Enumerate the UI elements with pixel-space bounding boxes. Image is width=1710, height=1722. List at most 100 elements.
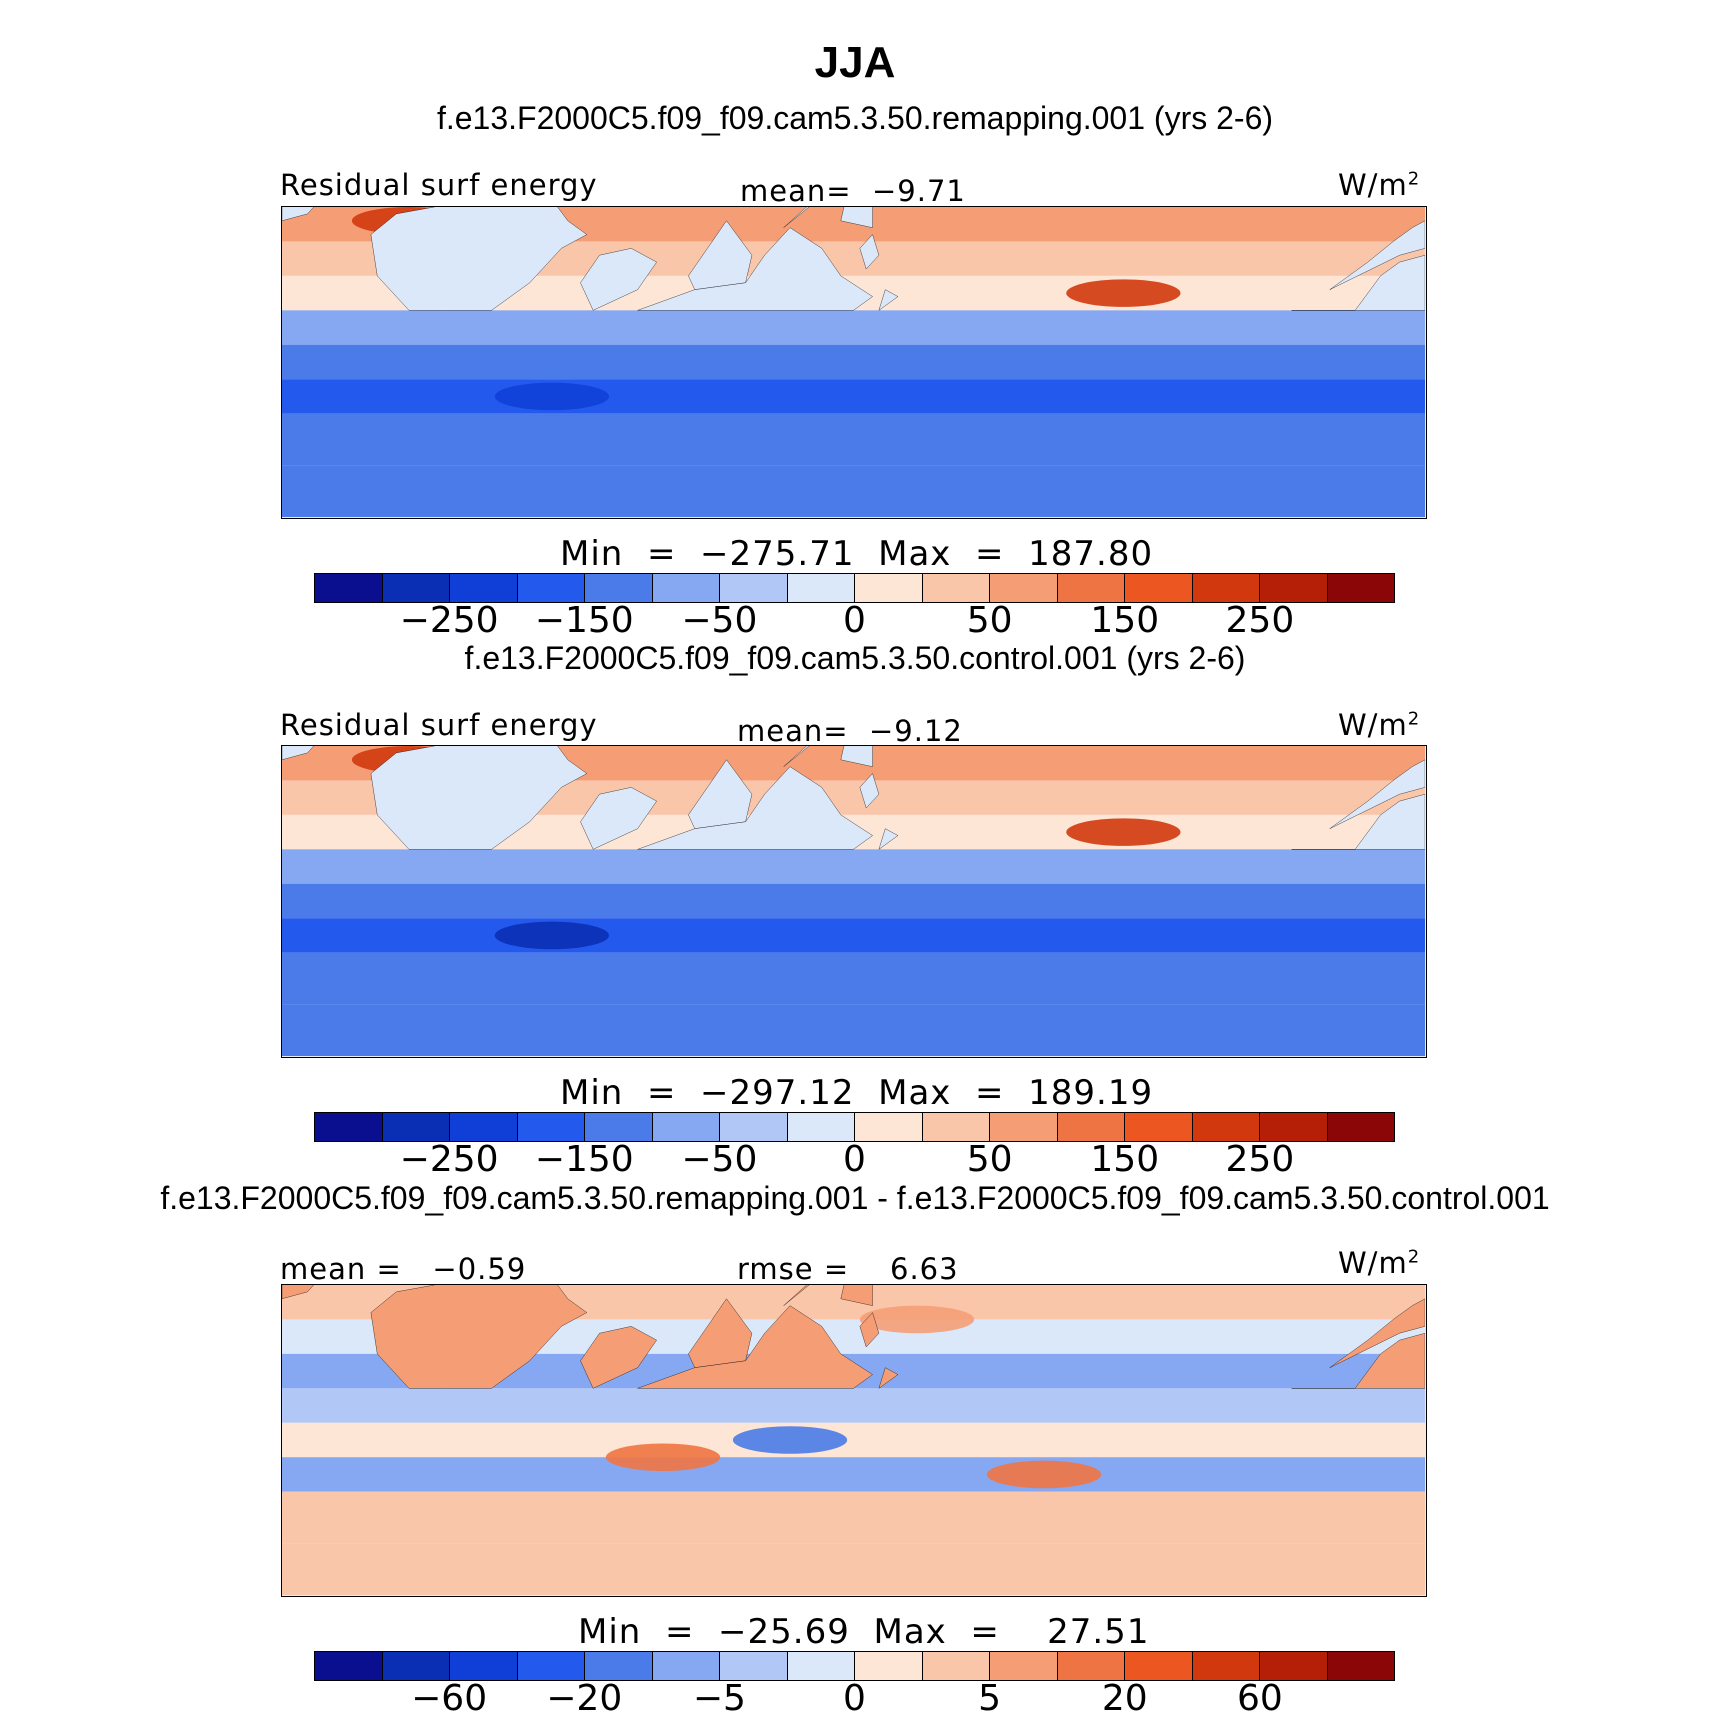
map-anomaly: [859, 1305, 975, 1334]
colorbar-swatch: [382, 574, 450, 602]
colorbar-swatch: [787, 1113, 855, 1141]
colorbar-tick-label: 0: [843, 1678, 866, 1719]
colorbar-swatch: [315, 574, 383, 602]
coastline-samerica: [282, 746, 352, 760]
colorbar-swatch: [1125, 574, 1193, 602]
colorbar-swatch: [855, 1113, 923, 1141]
colorbar-swatch: [517, 1113, 585, 1141]
map-anomaly: [605, 1443, 721, 1471]
coastline-arabia: [580, 248, 656, 310]
panel-1-colorbar: [314, 573, 1395, 603]
colorbar-swatch: [585, 1652, 653, 1680]
colorbar-swatch: [517, 574, 585, 602]
colorbar-tick-label: −250: [399, 600, 499, 641]
colorbar-swatch: [517, 1652, 585, 1680]
colorbar-tick-label: −50: [681, 1139, 758, 1180]
panel-3-colorbar: [314, 1651, 1395, 1681]
panel-2-colorbar: [314, 1112, 1395, 1142]
map-zone-band: [282, 310, 1425, 345]
colorbar-tick-label: −20: [546, 1678, 623, 1719]
panel-1-title: f.e13.F2000C5.f09_f09.cam5.3.50.remappin…: [436, 100, 1274, 136]
panel-2-map-svg: [282, 746, 1425, 1056]
panel-3-minmax: Min = −25.69 Max = 27.51: [578, 1612, 1150, 1652]
colorbar-swatch: [1057, 574, 1125, 602]
map-zone-band: [282, 344, 1425, 380]
coastline-arabia: [580, 787, 656, 849]
colorbar-swatch: [1327, 574, 1394, 602]
colorbar-swatch: [855, 1652, 923, 1680]
coastline-borneo: [841, 746, 873, 767]
panel-1-map: [281, 206, 1427, 519]
colorbar-swatch: [922, 1113, 990, 1141]
panel-2-title: f.e13.F2000C5.f09_f09.cam5.3.50.control.…: [464, 640, 1246, 676]
coastline-japan: [879, 1368, 898, 1389]
colorbar-swatch: [787, 574, 855, 602]
map-anomaly: [986, 1460, 1102, 1489]
colorbar-swatch: [1125, 1652, 1193, 1680]
map-zone-band: [282, 1543, 1425, 1595]
colorbar-swatch: [450, 1113, 518, 1141]
coastline-sumatra: [784, 1285, 835, 1306]
coastline-borneo: [841, 1285, 873, 1306]
colorbar-swatch: [1192, 1652, 1260, 1680]
coastline-philippines: [860, 1313, 879, 1347]
panel-2-variable-label: Residual surf energy: [280, 708, 598, 742]
panel-1-mean-label: mean= −9.71: [740, 174, 966, 208]
colorbar-swatch: [787, 1652, 855, 1680]
colorbar-tick-label: 150: [1090, 1139, 1160, 1180]
colorbar-swatch: [585, 574, 653, 602]
colorbar-swatch: [990, 574, 1058, 602]
colorbar-swatch: [720, 574, 788, 602]
colorbar-tick-label: −60: [411, 1678, 488, 1719]
colorbar-swatch: [382, 1652, 450, 1680]
panel-3-mean-label: mean = −0.59: [280, 1252, 527, 1286]
coastline-sumatra: [784, 207, 835, 228]
colorbar-swatch: [382, 1113, 450, 1141]
panel-1-minmax: Min = −275.71 Max = 187.80: [560, 534, 1154, 574]
map-anomaly: [494, 382, 610, 411]
coastline-namerica: [1291, 221, 1425, 311]
map-anomaly: [1066, 818, 1181, 846]
colorbar-tick-label: 0: [843, 600, 866, 641]
colorbar-swatch: [450, 574, 518, 602]
map-zone-band: [282, 849, 1425, 884]
map-anomaly: [1066, 279, 1181, 307]
colorbar-swatch: [1192, 574, 1260, 602]
colorbar-tick-label: 5: [978, 1678, 1002, 1719]
coastline-japan: [879, 829, 898, 850]
colorbar-swatch: [922, 1652, 990, 1680]
colorbar-tick-label: −5: [692, 1678, 746, 1719]
coastline-samerica: [282, 1285, 352, 1299]
map-zone-band: [282, 1491, 1425, 1544]
coastline-africa: [371, 1285, 587, 1388]
panel-3-title: f.e13.F2000C5.f09_f09.cam5.3.50.remappin…: [160, 1180, 1550, 1216]
panel-3-colorbar-ticks: −60 −20 −5 0 5 20 60: [314, 1678, 1395, 1722]
colorbar-swatch: [1260, 1113, 1328, 1141]
colorbar-tick-label: −250: [399, 1139, 499, 1180]
panel-3-map: [281, 1284, 1427, 1597]
colorbar-tick-label: −150: [534, 1139, 634, 1180]
map-zone-band: [282, 379, 1425, 414]
colorbar-tick-label: 20: [1101, 1678, 1148, 1719]
coastline-asia: [638, 767, 873, 850]
colorbar-swatch: [855, 574, 923, 602]
map-zone-band: [282, 413, 1425, 466]
colorbar-swatch: [585, 1113, 653, 1141]
colorbar-swatch: [315, 1113, 383, 1141]
map-zone-band: [282, 1388, 1425, 1423]
colorbar-tick-label: 50: [966, 600, 1013, 641]
panel-1-map-svg: [282, 207, 1425, 517]
colorbar-swatch: [1192, 1113, 1260, 1141]
map-zone-band: [282, 1457, 1425, 1492]
colorbar-swatch: [1327, 1113, 1394, 1141]
map-zone-band: [282, 465, 1425, 517]
colorbar-swatch: [720, 1652, 788, 1680]
colorbar-swatch: [315, 1652, 383, 1680]
map-zone-band: [282, 1004, 1425, 1056]
colorbar-tick-label: 60: [1236, 1678, 1283, 1719]
colorbar-swatch: [1125, 1113, 1193, 1141]
figure-title: JJA: [814, 38, 896, 87]
map-zone-band: [282, 883, 1425, 919]
colorbar-swatch: [1057, 1113, 1125, 1141]
coastline-borneo: [841, 207, 873, 228]
